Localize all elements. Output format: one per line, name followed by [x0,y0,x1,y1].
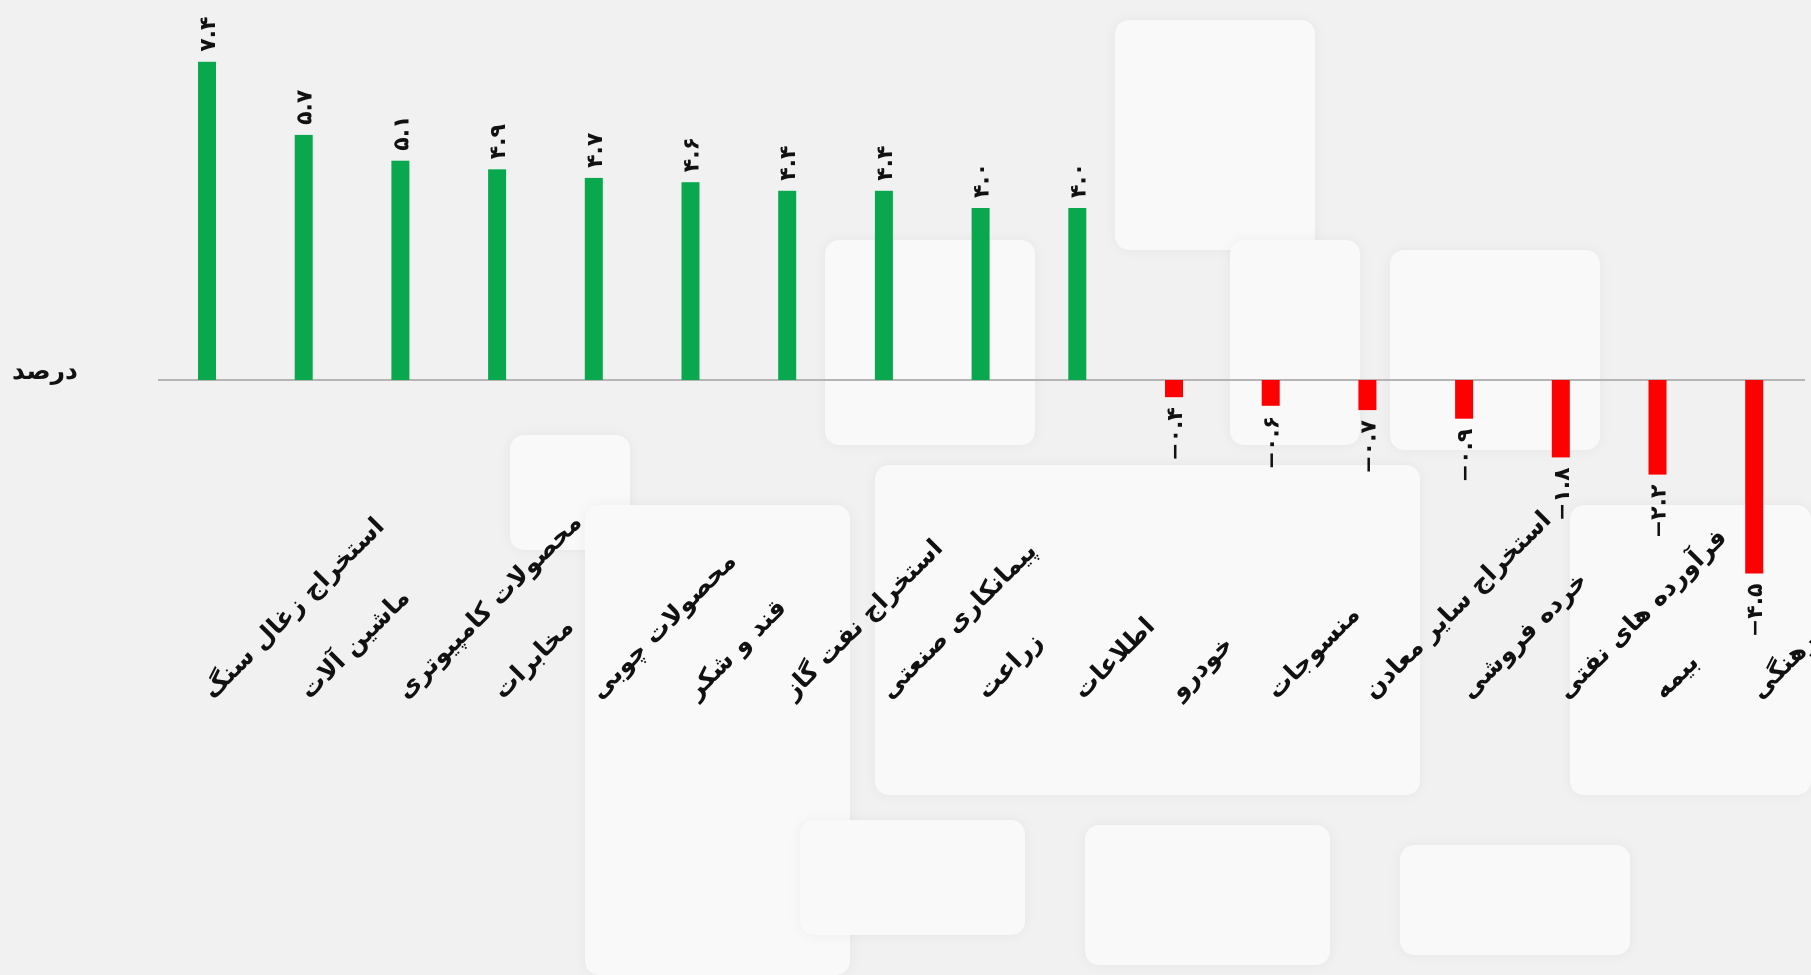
data-label: −۰.۴ [1163,407,1188,461]
background-card [1230,240,1360,445]
data-label: −۰.۹ [1453,429,1478,483]
data-label: −۴.۵ [1743,584,1768,638]
background-card [800,820,1025,935]
background-card [875,465,1420,795]
x-tick-label: زراعت [970,627,1048,705]
bars-group [198,61,1764,574]
x-tick-label: منسوجات [1260,599,1366,705]
background-card [1085,825,1330,965]
bar [391,160,410,380]
bar [1068,208,1087,380]
background-card [1570,505,1811,795]
data-label: ۴.۶ [680,137,705,172]
background-card [1115,20,1315,250]
data-label: ۴.۷ [583,132,608,168]
y-axis-unit-label: درصد [12,356,78,385]
data-label: −۲.۲ [1647,484,1672,538]
background-card [825,240,1035,445]
bar [294,134,313,380]
data-label: ۵.۱ [389,115,414,150]
data-label: ۴.۴ [873,146,898,181]
x-tick-label: استخراج نفت گاز [776,533,949,706]
data-label: −۰.۷ [1356,420,1381,474]
bar [1648,380,1667,475]
x-tick-label: بیمه [1647,647,1704,704]
data-label: ۴.۰ [970,163,995,198]
bar [1165,380,1183,398]
x-tick-label: مخابرات [487,612,580,705]
bar [488,169,507,380]
bar [1358,380,1377,411]
data-label: ۴.۴ [776,146,801,181]
bar [1455,380,1474,419]
bar [681,182,700,380]
x-tick-label: اطلاعات [1067,611,1160,704]
bar [1551,380,1570,458]
data-label: −۱.۸ [1550,467,1575,521]
bar [778,190,797,380]
bar [584,177,603,380]
bar [198,61,216,381]
data-label: ۷.۴ [196,17,221,52]
data-label: ۴.۰ [1066,163,1091,198]
bar [1261,380,1280,406]
data-label: ۵.۷ [293,89,318,125]
bar [971,208,990,380]
data-label: −۰.۶ [1260,416,1285,470]
bar [1745,380,1764,574]
data-label: ۴.۹ [486,124,511,159]
x-tick-label: فرآورده های نفتی [1550,522,1733,705]
x-tick-label: استخراج زغال سنگ [197,511,391,705]
x-tick-label: خودرو [1162,630,1239,707]
value-labels-group: ۷.۴ ۵.۷ ۵.۱ ۴.۹ ۴.۷ ۴.۶ ۴.۴ ۴.۴ ۴.۰ ۴.۰ −۰.۴ −۰.۶ −۰… [196,17,1768,638]
bar [874,190,893,380]
background-card [1400,845,1630,955]
x-tick-label: استخراج سایر معادن [1357,505,1557,705]
x-tick-label: محصولات کامپیوتری [390,507,588,705]
